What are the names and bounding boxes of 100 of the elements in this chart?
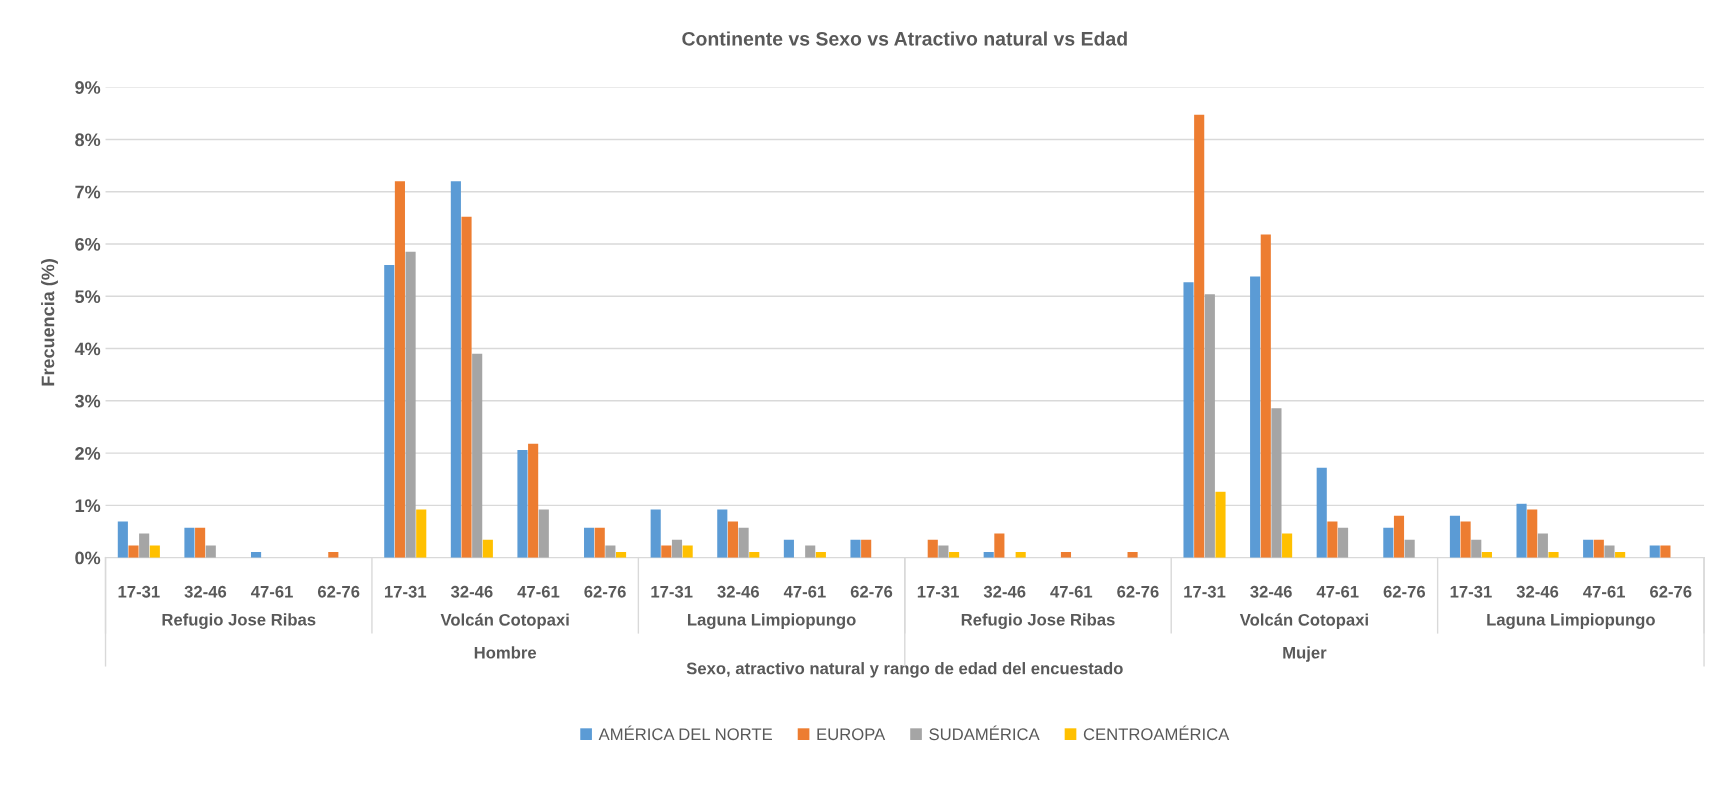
x-tick-label: 47-61 [1583, 585, 1625, 598]
bar [1183, 282, 1194, 558]
x-tick-label: 17-31 [118, 585, 160, 598]
x-tick-label: 32-46 [983, 585, 1026, 598]
bar [1537, 533, 1548, 558]
y-tick-label: 7% [75, 185, 101, 199]
bar [517, 449, 528, 558]
bar [195, 527, 206, 558]
legend-label: CENTROAMÉRICA [1083, 725, 1230, 741]
x-axis-title: Sexo, atractivo natural y rango de edad del encuestado [686, 662, 1123, 678]
bar [783, 539, 794, 558]
x-tick-label: 32-46 [1250, 585, 1292, 598]
bar [538, 509, 549, 558]
bar [1204, 294, 1215, 558]
bar [1471, 539, 1482, 558]
text: Refugio Jose Ribas [162, 613, 316, 629]
text: Hombre [474, 646, 537, 659]
x-tick-label: 17-31 [917, 585, 959, 598]
bar [1316, 467, 1327, 558]
bar [394, 181, 405, 558]
bar [594, 527, 605, 558]
bar [1260, 234, 1271, 558]
y-tick-label: 6% [75, 237, 101, 251]
bar [1527, 509, 1538, 558]
bar [1460, 521, 1471, 558]
bar [1250, 276, 1261, 558]
bar [738, 527, 749, 558]
bar [650, 509, 661, 558]
y-tick-label: 4% [74, 342, 101, 356]
x-tick-label: 47-61 [783, 585, 826, 598]
bar [1548, 551, 1559, 558]
x-tick-label: 32-46 [1516, 585, 1559, 598]
bar [184, 527, 195, 558]
bar [717, 509, 728, 558]
bar [605, 545, 616, 558]
text: Volcán Cotopaxi [440, 613, 569, 629]
bar [117, 521, 128, 558]
x-tick-label: 62-76 [584, 585, 626, 598]
bar [671, 539, 683, 558]
bar [384, 264, 395, 558]
bar [405, 251, 416, 558]
x-tick-label: 62-76 [1117, 585, 1159, 598]
x-tick-label: 62-76 [1650, 585, 1692, 598]
bar [1583, 539, 1594, 558]
bar [938, 545, 949, 558]
bar [1593, 539, 1604, 558]
legend-label: SUDAMÉRICA [929, 725, 1040, 741]
x-tick-label: 17-31 [651, 585, 693, 598]
x-tick-label: 62-76 [850, 585, 893, 598]
x-tick-label: 47-61 [517, 585, 560, 598]
bar [139, 533, 150, 558]
bar [927, 539, 938, 558]
bar [482, 539, 493, 558]
bar [149, 545, 160, 558]
text: Laguna Limpiopungo [687, 613, 856, 629]
y-tick-label: 1% [75, 499, 101, 513]
bar [1660, 545, 1671, 558]
bar [994, 533, 1005, 558]
bar [1271, 408, 1282, 558]
bar [661, 545, 672, 558]
bar [1449, 515, 1461, 558]
bar [1327, 521, 1338, 558]
bar [805, 545, 816, 558]
bar [205, 545, 216, 558]
bar [861, 539, 872, 558]
bar [682, 545, 693, 558]
legend-label: AMÉRICA DEL NORTE [598, 725, 772, 741]
y-tick-label: 3% [74, 394, 101, 408]
bar [1337, 527, 1349, 558]
x-tick-label: 17-31 [1450, 585, 1492, 598]
x-tick-label: 17-31 [384, 585, 427, 598]
x-tick-label: 32-46 [450, 585, 493, 598]
bar [461, 216, 472, 558]
x-tick-label: 17-31 [1184, 585, 1226, 598]
x-tick-label: 62-76 [317, 585, 360, 598]
bar [1604, 545, 1615, 558]
bar [1383, 527, 1394, 558]
text: Volcán Cotopaxi [1239, 613, 1368, 629]
bar [1649, 545, 1660, 558]
bar [528, 443, 539, 558]
y-tick-label: 8% [75, 133, 101, 147]
bar [1194, 114, 1205, 558]
y-tick-label: 2% [75, 447, 101, 460]
text: Laguna Limpiopungo [1487, 613, 1655, 629]
bar [1404, 539, 1415, 558]
x-tick-label: 62-76 [1383, 585, 1426, 598]
bar [416, 509, 427, 558]
bar [128, 545, 139, 558]
bar [450, 181, 461, 558]
text: Mujer [1283, 646, 1327, 662]
y-tick-label: 9% [75, 81, 101, 94]
x-tick-label: 47-61 [1316, 585, 1359, 598]
x-tick-label: 32-46 [717, 585, 759, 598]
x-tick-label: 47-61 [1050, 585, 1093, 598]
x-tick-label: 47-61 [250, 585, 293, 598]
x-tick-label: 32-46 [184, 585, 227, 598]
bar [727, 521, 739, 558]
y-tick-label: 0% [75, 551, 101, 565]
bar [584, 527, 595, 558]
bar [1282, 533, 1293, 558]
